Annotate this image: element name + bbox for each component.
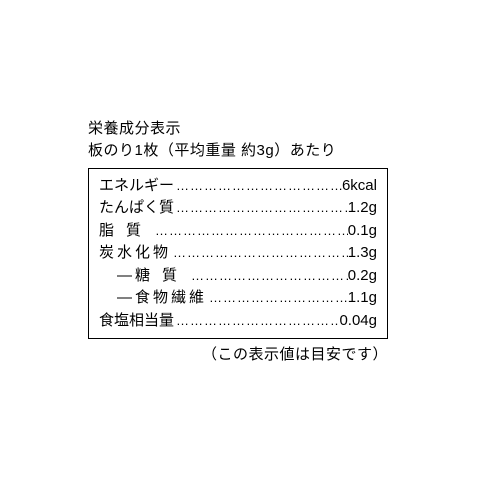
row-label: エネルギー — [99, 175, 174, 198]
table-row: 脂質…………………………………………0.1g — [99, 220, 377, 243]
row-dots: ………………………………………… — [174, 311, 339, 331]
header-subtitle: 板のり1枚（平均重量 約3g）あたり — [88, 140, 388, 162]
row-dots: ………………………………………… — [174, 176, 342, 196]
table-row: たんぱく質…………………………………………1.2g — [99, 197, 377, 220]
row-value: 1.1g — [348, 287, 377, 310]
row-label: 炭水化物 — [99, 242, 171, 265]
nutrition-table: エネルギー…………………………………………6kcalたんぱく質………………………… — [88, 168, 388, 340]
row-value: 1.2g — [348, 197, 377, 220]
footer-note: （この表示値は目安です） — [88, 343, 388, 364]
row-label: 食塩相当量 — [99, 310, 174, 333]
row-value: 0.04g — [339, 310, 377, 333]
row-value: 0.1g — [348, 220, 377, 243]
row-label: たんぱく質 — [99, 197, 174, 220]
row-dots: ………………………………………… — [174, 198, 348, 218]
row-dots: ………………………………………… — [171, 243, 348, 263]
header-title: 栄養成分表示 — [88, 118, 388, 140]
row-label: ―糖質 — [99, 265, 189, 288]
row-value: 1.3g — [348, 242, 377, 265]
row-label: ―食物繊維 — [99, 287, 207, 310]
table-row: エネルギー…………………………………………6kcal — [99, 175, 377, 198]
table-row: 炭水化物…………………………………………1.3g — [99, 242, 377, 265]
table-row: ―糖質…………………………………………0.2g — [99, 265, 377, 288]
row-dots: ………………………………………… — [153, 221, 348, 241]
row-dots: ………………………………………… — [207, 288, 348, 308]
row-value: 6kcal — [342, 175, 377, 198]
row-dots: ………………………………………… — [189, 266, 348, 286]
table-row: ―食物繊維…………………………………………1.1g — [99, 287, 377, 310]
table-row: 食塩相当量…………………………………………0.04g — [99, 310, 377, 333]
row-label: 脂質 — [99, 220, 153, 243]
row-value: 0.2g — [348, 265, 377, 288]
nutrition-panel: 栄養成分表示 板のり1枚（平均重量 約3g）あたり エネルギー………………………… — [88, 118, 388, 364]
